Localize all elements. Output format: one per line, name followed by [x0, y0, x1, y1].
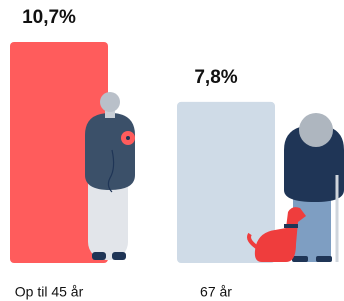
- chart: 10,7% Op til 45 år 7,8% 67 år: [0, 0, 344, 301]
- category-label: Op til 45 år: [15, 284, 84, 300]
- value-label: 10,7%: [22, 7, 76, 28]
- category-label: 67 år: [200, 284, 232, 300]
- value-label: 7,8%: [194, 67, 237, 88]
